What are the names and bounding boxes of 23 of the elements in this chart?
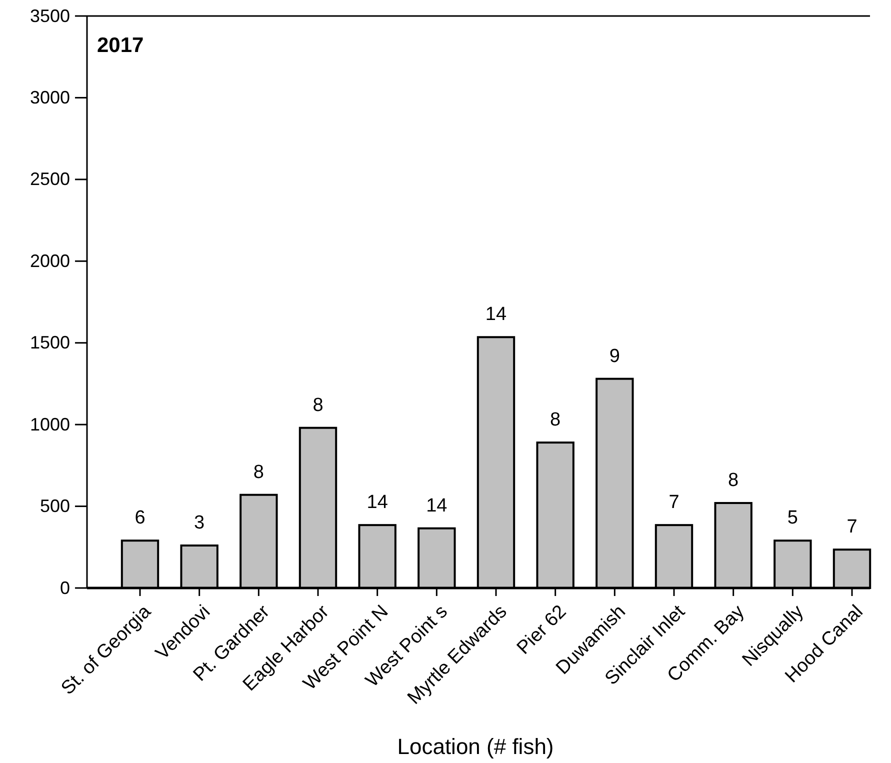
y-tick-label: 1000: [30, 414, 70, 434]
y-tick-label: 2500: [30, 169, 70, 190]
annotation: 8: [312, 394, 324, 416]
y-tick-label: 3500: [30, 6, 70, 26]
y-tick-label: 1500: [30, 332, 70, 353]
annotation: 14: [485, 304, 507, 326]
annotation: 5: [787, 508, 798, 529]
annotation: 8: [253, 462, 264, 483]
annotation: 7: [668, 492, 680, 514]
annotation: 14: [366, 492, 388, 514]
annotation: 6: [134, 508, 146, 529]
x-axis-title: Location (# fish): [397, 734, 554, 759]
annotation: 8: [550, 410, 561, 431]
y-tick-label: 2000: [30, 250, 70, 271]
y-tick-label: 0: [60, 578, 70, 598]
y-tick-label: 500: [40, 496, 70, 516]
y-tick-label: 3000: [30, 87, 70, 108]
annotation: 9: [609, 346, 620, 367]
annotation: 8: [728, 470, 739, 492]
annotation: 14: [426, 495, 448, 516]
annotation: 3: [194, 512, 205, 534]
text: 2017: [97, 34, 144, 57]
annotation: 7: [846, 516, 858, 538]
